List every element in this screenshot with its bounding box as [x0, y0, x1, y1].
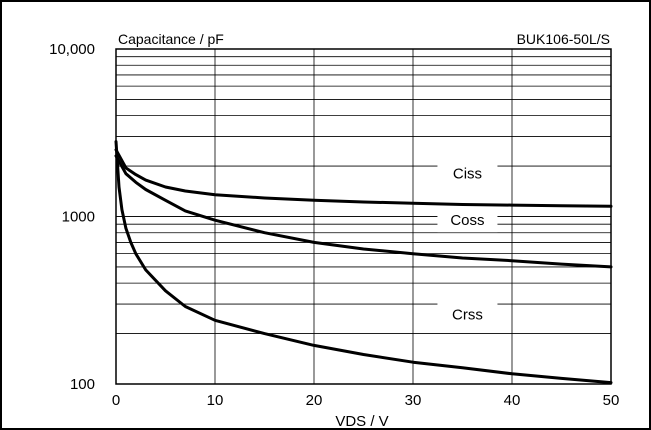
y-tick-label: 1000 [62, 209, 95, 226]
y-tick-label: 100 [70, 376, 95, 393]
x-tick-label: 40 [504, 392, 521, 409]
curves [114, 140, 613, 385]
x-tick-label: 20 [306, 392, 323, 409]
series-line-ciss [114, 148, 613, 208]
series-line-coss [114, 154, 613, 269]
y-axis-label: Capacitance / pF [118, 31, 224, 47]
y-tick-label: 10,000 [49, 41, 95, 58]
curve-label-backdrop [437, 161, 498, 186]
x-tick-label: 50 [603, 392, 620, 409]
series-label-ciss: Ciss [453, 166, 482, 183]
x-axis-label: VDS / V [335, 413, 388, 430]
x-tick-label: 10 [207, 392, 224, 409]
x-tick-label: 0 [112, 392, 120, 409]
series-label-coss: Coss [450, 212, 484, 229]
grid [116, 49, 611, 384]
curve-labels: Ciss Coss Crss [437, 161, 498, 327]
plot-area-border [115, 48, 612, 385]
curve-label-backdrop [437, 302, 498, 327]
x-tick-label: 30 [405, 392, 422, 409]
series-label-crss: Crss [452, 306, 483, 323]
tick-labels: 0 10 20 30 40 50 100 1000 10,000 [49, 41, 619, 409]
series-line-crss [114, 140, 613, 385]
device-part-number: BUK106-50L/S [517, 31, 610, 47]
curve-label-backdrop [437, 208, 498, 233]
